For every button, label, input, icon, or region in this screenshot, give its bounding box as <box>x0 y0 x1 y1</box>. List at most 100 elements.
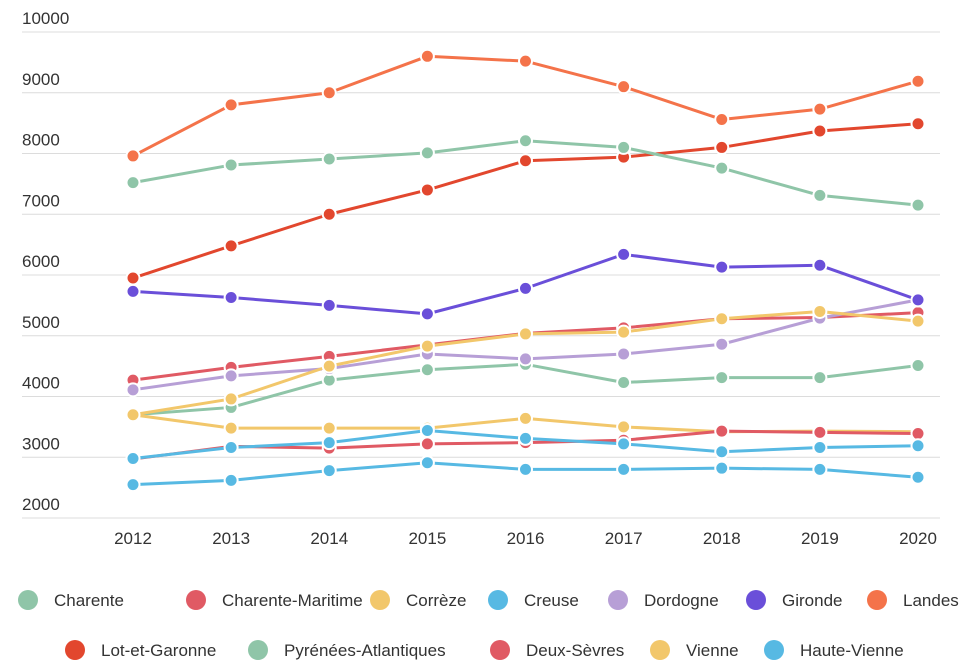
legend-item[interactable]: Dordogne <box>608 590 719 610</box>
legend-label: Gironde <box>782 591 842 610</box>
data-point[interactable] <box>223 440 239 456</box>
data-point[interactable] <box>321 151 337 167</box>
data-point[interactable] <box>419 362 435 378</box>
data-point[interactable] <box>419 182 435 198</box>
data-point[interactable] <box>714 259 730 275</box>
data-point[interactable] <box>714 139 730 155</box>
x-tick-label: 2019 <box>801 529 839 548</box>
data-point[interactable] <box>125 477 141 493</box>
legend-item[interactable]: Corrèze <box>370 590 466 610</box>
data-point[interactable] <box>518 326 533 342</box>
data-point[interactable] <box>419 48 435 64</box>
data-point[interactable] <box>812 461 828 477</box>
y-tick-label: 6000 <box>22 252 60 271</box>
data-point[interactable] <box>125 270 141 286</box>
data-point[interactable] <box>616 139 632 155</box>
data-point[interactable] <box>812 424 828 440</box>
data-point[interactable] <box>714 370 730 386</box>
data-point[interactable] <box>812 440 828 456</box>
data-point[interactable] <box>714 423 730 439</box>
legend-swatch <box>650 640 670 660</box>
data-point[interactable] <box>223 368 239 384</box>
legend-item[interactable]: Pyrénées-Atlantiques <box>248 640 446 660</box>
data-point[interactable] <box>812 123 828 139</box>
data-point[interactable] <box>616 324 632 340</box>
data-point[interactable] <box>125 283 141 299</box>
data-point[interactable] <box>518 153 533 169</box>
data-point[interactable] <box>518 280 533 296</box>
data-point[interactable] <box>321 297 337 313</box>
y-tick-label: 8000 <box>22 131 60 150</box>
data-point[interactable] <box>910 116 926 132</box>
data-point[interactable] <box>910 73 926 89</box>
data-point[interactable] <box>321 463 337 479</box>
data-point[interactable] <box>910 358 926 374</box>
legend-item[interactable]: Charente-Maritime <box>186 590 363 610</box>
data-point[interactable] <box>223 157 239 173</box>
y-tick-label: 2000 <box>22 495 60 514</box>
legend-item[interactable]: Landes <box>867 590 959 610</box>
data-point[interactable] <box>714 160 730 176</box>
data-point[interactable] <box>518 133 533 149</box>
data-point[interactable] <box>616 246 632 262</box>
data-point[interactable] <box>223 97 239 113</box>
data-point[interactable] <box>223 238 239 254</box>
legend-item[interactable]: Vienne <box>650 640 739 660</box>
data-point[interactable] <box>518 410 533 426</box>
data-point[interactable] <box>321 420 337 436</box>
data-point[interactable] <box>419 145 435 161</box>
data-point[interactable] <box>714 444 730 460</box>
data-point[interactable] <box>616 375 632 391</box>
data-point[interactable] <box>812 187 828 203</box>
data-point[interactable] <box>419 306 435 322</box>
data-point[interactable] <box>419 338 435 354</box>
data-point[interactable] <box>714 111 730 127</box>
data-point[interactable] <box>616 419 632 435</box>
data-point[interactable] <box>518 461 533 477</box>
legend-item[interactable]: Haute-Vienne <box>764 640 904 660</box>
data-point[interactable] <box>910 426 926 442</box>
legend-item[interactable]: Charente <box>18 590 124 610</box>
data-point[interactable] <box>125 148 141 164</box>
legend-item[interactable]: Creuse <box>488 590 579 610</box>
data-point[interactable] <box>714 336 730 352</box>
data-point[interactable] <box>223 391 239 407</box>
data-point[interactable] <box>518 430 533 446</box>
data-point[interactable] <box>223 472 239 488</box>
data-point[interactable] <box>125 450 141 466</box>
data-point[interactable] <box>321 206 337 222</box>
legend-item[interactable]: Lot-et-Garonne <box>65 640 216 660</box>
data-point[interactable] <box>616 461 632 477</box>
data-point[interactable] <box>910 438 926 454</box>
legend-item[interactable]: Deux-Sèvres <box>490 640 624 660</box>
data-point[interactable] <box>714 311 730 327</box>
data-point[interactable] <box>616 79 632 95</box>
data-point[interactable] <box>910 197 926 213</box>
data-point[interactable] <box>419 436 435 452</box>
data-point[interactable] <box>125 407 141 423</box>
data-point[interactable] <box>419 423 435 439</box>
data-point[interactable] <box>812 370 828 386</box>
data-point[interactable] <box>518 351 533 367</box>
data-point[interactable] <box>616 436 632 452</box>
data-point[interactable] <box>518 53 533 69</box>
data-point[interactable] <box>125 382 141 398</box>
data-point[interactable] <box>812 101 828 117</box>
data-point[interactable] <box>812 257 828 273</box>
data-point[interactable] <box>125 175 141 191</box>
data-point[interactable] <box>910 469 926 485</box>
data-point[interactable] <box>910 292 926 308</box>
data-point[interactable] <box>321 358 337 374</box>
legend-item[interactable]: Gironde <box>746 590 842 610</box>
data-point[interactable] <box>223 420 239 436</box>
legend-swatch <box>488 590 508 610</box>
data-point[interactable] <box>714 460 730 476</box>
data-point[interactable] <box>223 289 239 305</box>
data-point[interactable] <box>616 346 632 362</box>
data-point[interactable] <box>910 313 926 329</box>
data-point[interactable] <box>321 435 337 451</box>
data-point[interactable] <box>321 85 337 101</box>
data-point[interactable] <box>812 303 828 319</box>
data-point[interactable] <box>419 455 435 471</box>
